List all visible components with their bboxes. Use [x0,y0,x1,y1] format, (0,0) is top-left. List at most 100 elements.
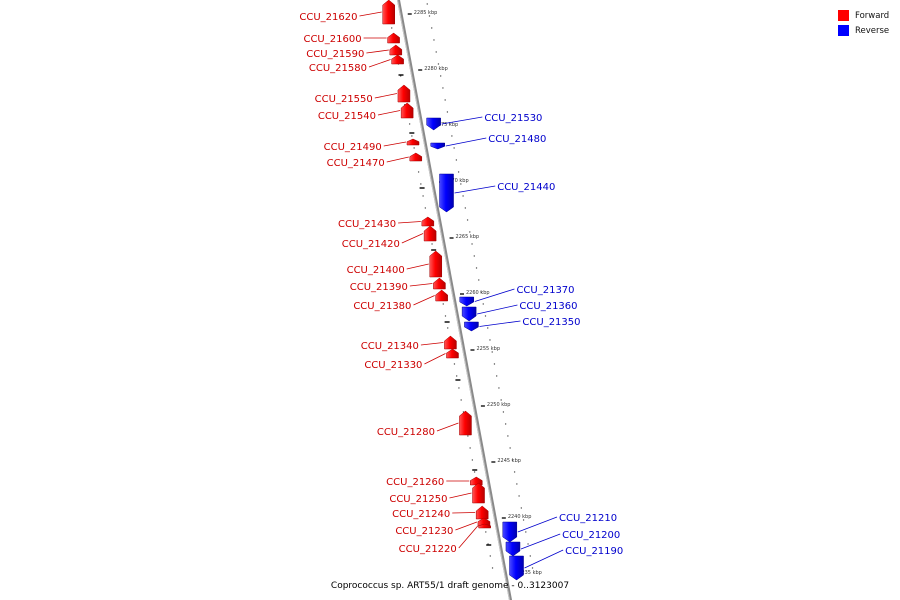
gene-label[interactable]: CCU_21540 [318,111,376,122]
gene-arrow-ccu-21380[interactable] [435,289,448,302]
gene-arrow-ccu-21390[interactable] [433,277,446,290]
guide-dot [435,51,437,53]
gene-label[interactable]: CCU_21490 [324,142,382,153]
guide-dot [417,171,420,173]
gene-arrow-ccu-21480[interactable] [430,142,446,150]
gene-label[interactable]: CCU_21480 [488,134,546,145]
gene-leader-line [449,492,472,499]
gene-arrow-ccu-21420[interactable] [423,225,437,242]
gene-arrow-ccu-21330[interactable] [446,348,459,359]
guide-dot [504,423,507,425]
gene-label[interactable]: CCU_21250 [389,494,447,505]
gene-label[interactable]: CCU_21400 [347,265,405,276]
gene-arrow-ccu-21580[interactable] [391,54,404,65]
guide-dot [531,567,534,569]
tick-label: 2250 kbp [487,402,511,408]
gene-arrow-ccu-21200[interactable] [505,541,521,557]
guide-dot [473,471,476,473]
gene-label[interactable]: CCU_21330 [364,360,422,371]
gene-label[interactable]: CCU_21580 [309,63,367,74]
gene-label[interactable]: CCU_21190 [565,546,623,557]
gene-arrow-ccu-21430[interactable] [421,216,435,227]
guide-dot [464,207,467,209]
guide-dot [431,27,433,29]
gene-label[interactable]: CCU_21380 [353,301,411,312]
gene-arrow-ccu-21400[interactable] [429,250,443,278]
gene-label[interactable]: CCU_21600 [303,34,361,45]
gene-label[interactable]: CCU_21370 [516,285,574,296]
gene-label[interactable]: CCU_21530 [484,113,542,124]
gene-arrow-ccu-21620[interactable] [382,0,395,25]
gene-arrow-ccu-21490[interactable] [406,138,420,146]
tick-label: 2240 kbp [508,514,532,520]
gene-arrow-ccu-21550[interactable] [397,84,411,103]
guide-dot [522,519,525,521]
gene-label[interactable]: CCU_21240 [392,509,450,520]
gene-label[interactable]: CCU_21220 [399,544,457,555]
gene-leader-line [374,93,398,99]
guide-dot [473,255,475,257]
gene-arrow-ccu-21340[interactable] [444,335,457,350]
gene-arrow-ccu-21350[interactable] [464,321,479,332]
gene-leader-line [455,521,478,531]
guide-dot [460,183,462,185]
gene-label[interactable]: CCU_21210 [559,513,617,524]
gene-leader-line [420,342,444,346]
guide-dot [495,375,498,377]
gene-leader-line [436,422,459,432]
genome-caption: Coprococcus sp. ART55/1 draft genome - 0… [331,581,569,591]
gene-arrow-ccu-21220[interactable] [478,523,491,529]
gene-label[interactable]: CCU_21350 [522,317,580,328]
guide-dot [509,447,511,449]
gene-arrow-ccu-21470[interactable] [409,152,423,162]
gene-label[interactable]: CCU_21550 [315,94,373,105]
gene-arrow-ccu-21540[interactable] [400,102,414,119]
gene-label[interactable]: CCU_21470 [327,158,385,169]
gene-arrow-ccu-21190[interactable] [509,555,524,581]
gene-arrow-ccu-21240[interactable] [475,505,489,520]
gene-label[interactable]: CCU_21260 [386,477,444,488]
gene-label[interactable]: CCU_21420 [342,239,400,250]
guide-dot [433,39,435,41]
guide-dot [471,459,474,461]
guide-dot [527,543,529,545]
gene-arrow-ccu-21370[interactable] [459,296,475,307]
guide-dot [439,75,442,77]
gene-label[interactable]: CCU_21360 [519,301,577,312]
gene-arrow-ccu-21440[interactable] [439,173,454,213]
backbone-line [396,0,513,600]
gene-leader-line [441,116,483,125]
gene-leader-line [452,512,476,514]
guide-dot [525,531,527,533]
gene-arrow-ccu-21250[interactable] [472,482,485,504]
gene-arrow-ccu-21260[interactable] [470,476,483,486]
gene-label[interactable]: CCU_21280 [377,427,435,438]
gene-arrow-ccu-21590[interactable] [389,44,403,56]
gene-arrow-ccu-21210[interactable] [502,521,518,543]
gene-arrow-ccu-21530[interactable] [426,117,441,131]
gene-label[interactable]: CCU_21340 [361,341,419,352]
gene-label[interactable]: CCU_21440 [497,182,555,193]
guide-dot [493,363,496,365]
gene-label[interactable]: CCU_21620 [299,12,357,23]
guide-dot [442,303,444,305]
gene-arrow-ccu-21600[interactable] [387,32,400,44]
gene-leader-line [368,59,391,68]
gene-leader-line [383,141,407,147]
gene-label[interactable]: CCU_21200 [562,530,620,541]
gene-label[interactable]: CCU_21390 [350,282,408,293]
gene-label[interactable]: CCU_21430 [338,219,396,230]
gene-label[interactable]: CCU_21230 [395,526,453,537]
guide-dot [500,399,502,401]
gene-arrow-ccu-21360[interactable] [461,306,477,322]
gene-arrow-ccu-21280[interactable] [459,410,472,436]
guide-dot [502,411,505,413]
guide-dot [408,123,411,125]
guide-dot [507,435,509,437]
gene-leader-line [520,533,561,550]
gene-label[interactable]: CCU_21590 [306,49,364,60]
guide-dot [426,3,428,5]
guide-dot [469,231,471,233]
guide-dot [431,243,433,245]
